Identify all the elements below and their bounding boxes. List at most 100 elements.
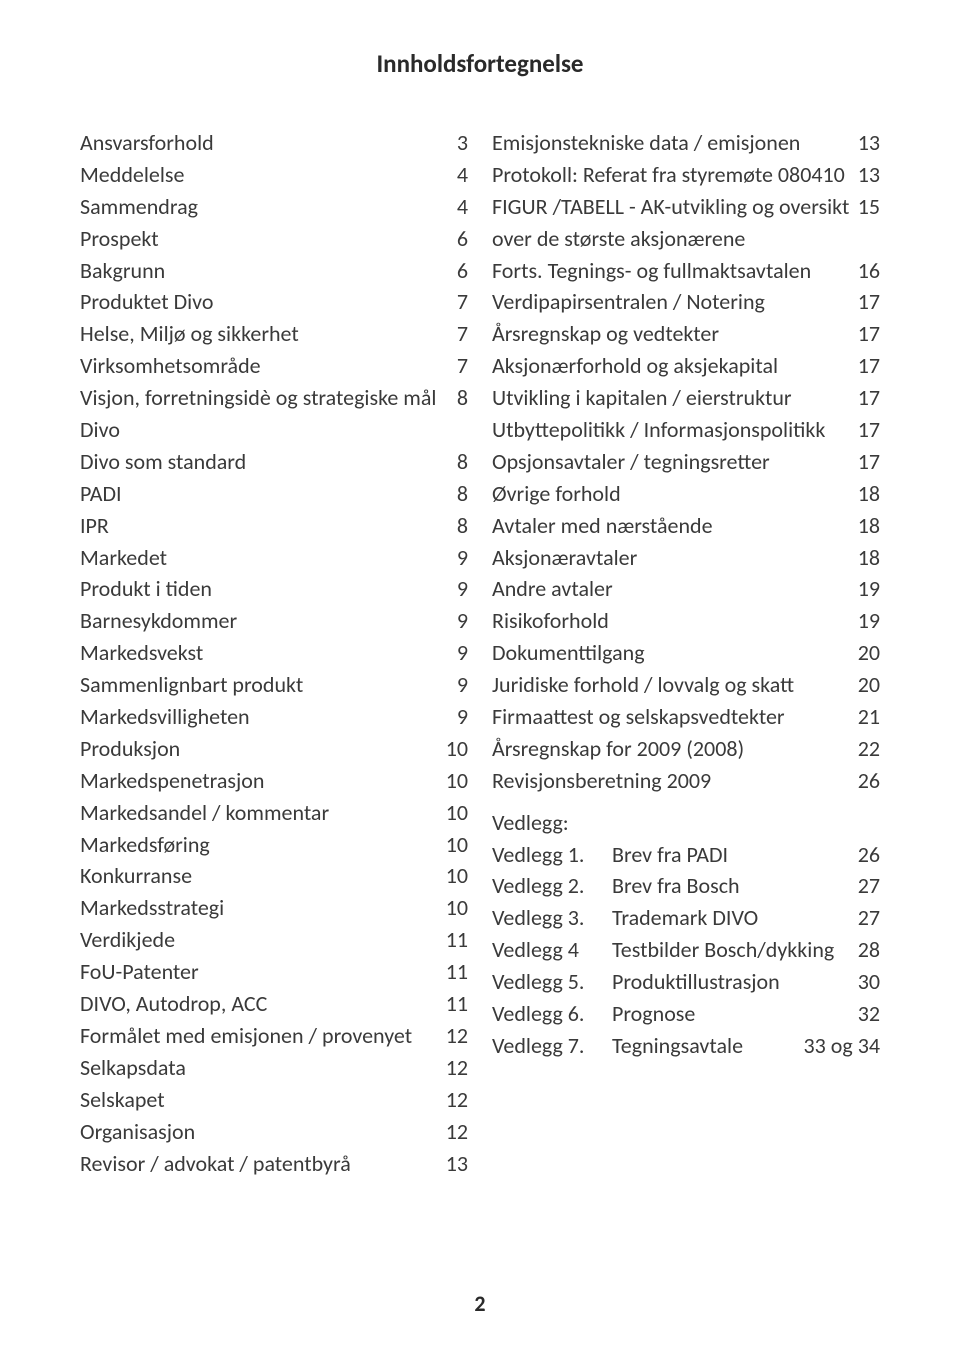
toc-entry-page: 17	[858, 382, 880, 414]
toc-entry: Aksjonæravtaler18	[492, 542, 880, 574]
toc-entry-label: Produkt i tiden	[80, 573, 457, 605]
toc-entry-label: IPR	[80, 510, 457, 542]
vedlegg-key: Vedlegg 5.	[492, 966, 612, 998]
vedlegg-desc: Testbilder Bosch/dykking	[612, 934, 858, 966]
toc-entry: Firmaattest og selskapsvedtekter21	[492, 701, 880, 733]
toc-entry: Markedsføring10	[80, 829, 468, 861]
toc-entry-page: 12	[446, 1052, 468, 1084]
toc-entry-label: Verdipapirsentralen / Notering	[492, 286, 858, 318]
toc-entry-page: 9	[457, 669, 468, 701]
toc-entry: Selskapet12	[80, 1084, 468, 1116]
toc-entry-label: Helse, Miljø og sikkerhet	[80, 318, 457, 350]
toc-entry-label: Risikoforhold	[492, 605, 858, 637]
vedlegg-key: Vedlegg 1.	[492, 839, 612, 871]
toc-entry: Årsregnskap for 2009 (2008)22	[492, 733, 880, 765]
toc-entry-label: Øvrige forhold	[492, 478, 858, 510]
toc-entry-label: Juridiske forhold / lovvalg og skatt	[492, 669, 858, 701]
toc-entry-label: Revisor / advokat / patentbyrå	[80, 1148, 446, 1180]
toc-entry: Organisasjon12	[80, 1116, 468, 1148]
toc-entry-page: 4	[457, 159, 468, 191]
toc-left-column: Ansvarsforhold3Meddelelse4Sammendrag4Pro…	[80, 127, 468, 1179]
toc-entry-page: 7	[457, 286, 468, 318]
toc-entry-page: 15	[858, 191, 880, 223]
toc-entry-page: 12	[446, 1020, 468, 1052]
toc-entry: Visjon, forretningsidè og strategiske må…	[80, 382, 468, 446]
toc-entry: Utvikling i kapitalen / eierstruktur17	[492, 382, 880, 414]
vedlegg-page: 27	[858, 870, 880, 902]
toc-entry-label: Avtaler med nærstående	[492, 510, 858, 542]
toc-entry-page: 20	[858, 669, 880, 701]
toc-entry: Markedsvekst9	[80, 637, 468, 669]
toc-entry: FIGUR /TABELL - AK-utvikling og oversikt…	[492, 191, 880, 255]
toc-entry-page: 9	[457, 573, 468, 605]
vedlegg-key: Vedlegg 7.	[492, 1030, 612, 1062]
toc-entry-page: 17	[858, 414, 880, 446]
toc-entry: IPR8	[80, 510, 468, 542]
toc-entry-page: 20	[858, 637, 880, 669]
vedlegg-key: Vedlegg 4	[492, 934, 612, 966]
toc-entry-page: 21	[858, 701, 880, 733]
page-number: 2	[0, 1290, 960, 1317]
toc-entry-page: 12	[446, 1084, 468, 1116]
vedlegg-entry: Vedlegg 2.Brev fra Bosch27	[492, 870, 880, 902]
toc-entry: Formålet med emisjonen / provenyet12	[80, 1020, 468, 1052]
toc-entry-label: Selskapet	[80, 1084, 446, 1116]
toc-entry: Ansvarsforhold3	[80, 127, 468, 159]
toc-entry-page: 10	[446, 829, 468, 861]
toc-entry-label: Markedsandel / kommentar	[80, 797, 446, 829]
toc-entry-label: Utbyttepolitikk / Informasjonspolitikk	[492, 414, 858, 446]
toc-entry: Prospekt6	[80, 223, 468, 255]
toc-entry-page: 3	[457, 127, 468, 159]
toc-entry: Forts. Tegnings- og fullmaktsavtalen16	[492, 255, 880, 287]
toc-entry-page: 17	[858, 318, 880, 350]
toc-entry-label: Ansvarsforhold	[80, 127, 457, 159]
toc-entry-page: 19	[858, 573, 880, 605]
toc-entry: Sammenlignbart produkt9	[80, 669, 468, 701]
toc-entry: Selkapsdata12	[80, 1052, 468, 1084]
toc-entry-label: Markedsvekst	[80, 637, 457, 669]
toc-entry-page: 9	[457, 605, 468, 637]
toc-entry: Aksjonærforhold og aksjekapital17	[492, 350, 880, 382]
vedlegg-key: Vedlegg 6.	[492, 998, 612, 1030]
toc-entry-page: 13	[858, 127, 880, 159]
toc-entry-page: 17	[858, 286, 880, 318]
toc-entry-label: Markedsstrategi	[80, 892, 446, 924]
vedlegg-page: 33 og 34	[803, 1030, 880, 1062]
toc-entry: FoU-Patenter11	[80, 956, 468, 988]
vedlegg-entry: Vedlegg 5.Produktillustrasjon30	[492, 966, 880, 998]
toc-entry-page: 18	[858, 510, 880, 542]
toc-entry: Divo som standard8	[80, 446, 468, 478]
toc-entry-label: Visjon, forretningsidè og strategiske må…	[80, 382, 457, 446]
vedlegg-entry: Vedlegg 4Testbilder Bosch/dykking28	[492, 934, 880, 966]
toc-entry-label: Konkurranse	[80, 860, 446, 892]
toc-entry-page: 17	[858, 350, 880, 382]
toc-entry-page: 10	[446, 892, 468, 924]
vedlegg-page: 28	[858, 934, 880, 966]
toc-entry: Juridiske forhold / lovvalg og skatt20	[492, 669, 880, 701]
toc-entry-label: Verdikjede	[80, 924, 446, 956]
toc-entry: Øvrige forhold18	[492, 478, 880, 510]
toc-entry-label: FIGUR /TABELL - AK-utvikling og oversikt…	[492, 191, 858, 255]
toc-entry-page: 9	[457, 637, 468, 669]
toc-entry: Bakgrunn6	[80, 255, 468, 287]
toc-entry: Markedsstrategi10	[80, 892, 468, 924]
vedlegg-key: Vedlegg 2.	[492, 870, 612, 902]
toc-entry: Utbyttepolitikk / Informasjonspolitikk17	[492, 414, 880, 446]
toc-entry: Meddelelse4	[80, 159, 468, 191]
toc-entry: Virksomhetsområde7	[80, 350, 468, 382]
toc-entry: Produksjon10	[80, 733, 468, 765]
vedlegg-page: 27	[858, 902, 880, 934]
toc-entry-label: Revisjonsberetning 2009	[492, 765, 858, 797]
toc-entry: PADI8	[80, 478, 468, 510]
toc-entry-page: 12	[446, 1116, 468, 1148]
toc-entry-label: Andre avtaler	[492, 573, 858, 605]
toc-entry-label: Meddelelse	[80, 159, 457, 191]
toc-entry-label: Prospekt	[80, 223, 457, 255]
toc-entry: Markedet9	[80, 542, 468, 574]
toc-entry-label: Organisasjon	[80, 1116, 446, 1148]
toc-entry: Barnesykdommer9	[80, 605, 468, 637]
toc-entry-page: 9	[457, 542, 468, 574]
vedlegg-desc: Trademark DIVO	[612, 902, 858, 934]
toc-entry-page: 16	[858, 255, 880, 287]
toc-entry: DIVO, Autodrop, ACC11	[80, 988, 468, 1020]
